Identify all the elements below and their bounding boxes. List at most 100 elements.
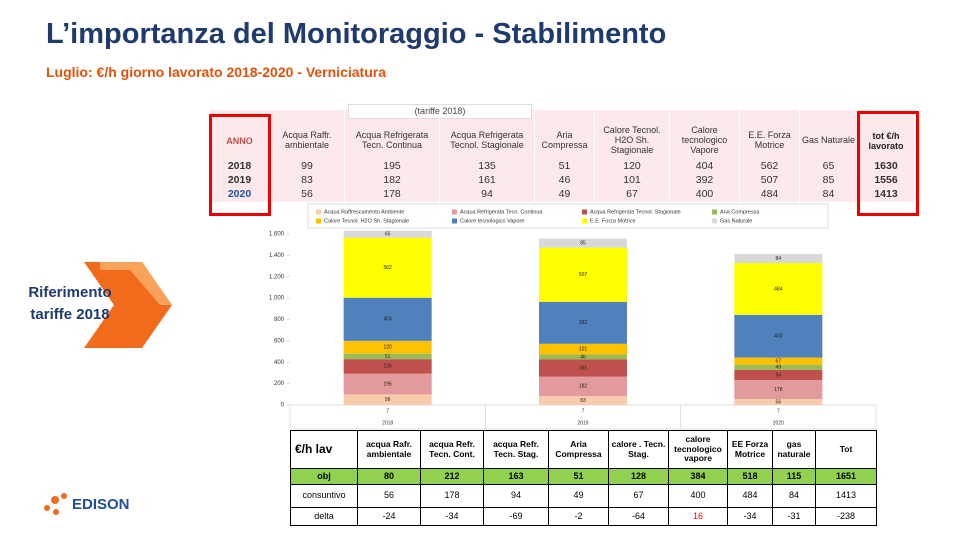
data-label: 49 (776, 365, 782, 371)
chevron-highlight (100, 262, 172, 305)
bar-segment (734, 314, 823, 358)
table-cell: 1413 (816, 485, 877, 508)
bar-segment (734, 369, 823, 380)
logo-text: EDISON (72, 496, 130, 513)
table-cell: 1630 (858, 160, 915, 174)
y-tick-label: 1.200 (269, 274, 285, 280)
bar-segment (734, 263, 823, 315)
x-tick-label: 2018 (382, 420, 393, 426)
legend-swatch (452, 209, 457, 215)
subtitle: Luglio: €/h giorno lavorato 2018-2020 - … (46, 64, 386, 80)
table-cell: 178 (421, 485, 484, 508)
table-cell: -2 (549, 508, 609, 526)
table-cell: 51 (549, 469, 609, 485)
data-label: 94 (776, 372, 782, 378)
bar-segment (343, 237, 432, 298)
table-cell: 99 (270, 160, 345, 174)
column-header: E.E. Forza Motrice (740, 110, 800, 160)
column-header: acqua Refr. Tecn. Cont. (421, 431, 484, 469)
column-header: Aria Compressa (549, 431, 609, 469)
logo-icon (61, 493, 67, 499)
column-header: tot €/h lavorato (858, 110, 915, 160)
table-cell: 80 (358, 469, 421, 485)
column-header: acqua Rafr. ambientale (358, 431, 421, 469)
table-cell: 128 (609, 469, 669, 485)
objective-table: €/h lav acqua Rafr. ambientale acqua Refr.… (290, 430, 877, 526)
bar-segment (343, 359, 432, 374)
legend-label: Acqua Refrigerata Tecnol. Stagionale (590, 209, 681, 215)
table-cell: 120 (595, 160, 670, 174)
column-header: ANNO (210, 110, 270, 160)
table-cell: 484 (728, 485, 773, 508)
y-tick-label: 600 (274, 338, 285, 344)
data-label: 67 (776, 358, 782, 364)
table-cell: -34 (421, 508, 484, 526)
title: L’importanza del Monitoraggio - Stabilim… (46, 18, 667, 50)
bar-segment (539, 354, 627, 360)
bar-segment (343, 230, 432, 238)
bar-segment (539, 238, 627, 248)
data-label: 178 (774, 387, 783, 393)
data-label: 120 (383, 345, 392, 351)
data-label: 400 (774, 334, 783, 340)
data-label: 46 (580, 354, 586, 360)
table-cell: -238 (816, 508, 877, 526)
data-label: 51 (385, 354, 391, 360)
table-cell: -64 (609, 508, 669, 526)
table-cell: 49 (549, 485, 609, 508)
table-cell: 161 (440, 174, 535, 188)
legend-label: Calore tecnologico Vapore (460, 218, 524, 224)
table-cell: 404 (670, 160, 740, 174)
table-cell: -34 (728, 508, 773, 526)
bar-segment (343, 394, 432, 405)
data-label: 85 (580, 240, 586, 246)
y-tick-label: 1.600 (269, 232, 285, 238)
table-cell: 400 (669, 485, 728, 508)
table-cell: 484 (740, 188, 800, 202)
column-header: EE Forza Motrice (728, 431, 773, 469)
data-label: 404 (383, 317, 392, 323)
data-label: 182 (579, 384, 588, 390)
data-label: 65 (385, 231, 391, 237)
data-label: 135 (383, 364, 392, 370)
data-label: 99 (385, 397, 391, 403)
legend-label: Gas Naturale (720, 218, 752, 224)
table-cell: 94 (440, 188, 535, 202)
bar-segment (539, 301, 627, 344)
x-code-label: 7 (582, 408, 585, 414)
data-label: 161 (579, 365, 588, 371)
table-cell: 562 (740, 160, 800, 174)
y-tick-label: 1.000 (269, 296, 285, 302)
logo-icon (44, 505, 50, 511)
bar-segment (343, 297, 432, 341)
row-label: consuntivo (291, 485, 358, 508)
legend-swatch (316, 209, 321, 215)
bar-segment (539, 359, 627, 377)
table-cell: 67 (595, 188, 670, 202)
column-header: Calore Tecnol. H2O Sh. Stagionale (595, 110, 670, 160)
row-label: delta (291, 508, 358, 526)
legend-swatch (452, 218, 457, 224)
table-cell: 178 (345, 188, 440, 202)
data-label: 84 (776, 256, 782, 262)
legend-label: Calore Tecnol. H2O Sh. Stagionale (324, 218, 409, 224)
column-header: Gas Naturale (800, 110, 858, 160)
table-cell: 182 (345, 174, 440, 188)
bar-segment (734, 357, 823, 365)
table-caption: (tariffe 2018) (348, 104, 532, 119)
bar-segment (539, 376, 627, 397)
legend-swatch (712, 218, 717, 224)
x-code-label: 7 (386, 408, 389, 414)
table-cell: 1651 (816, 469, 877, 485)
bar-segment (343, 373, 432, 395)
data-label: 484 (774, 286, 783, 292)
table-cell: 94 (484, 485, 549, 508)
column-header: Aria Compressa (535, 110, 595, 160)
legend-swatch (316, 218, 321, 224)
table-cell: 1556 (858, 174, 915, 188)
data-label: 101 (579, 346, 588, 352)
table-cell: 84 (773, 485, 816, 508)
table-cell: 67 (609, 485, 669, 508)
